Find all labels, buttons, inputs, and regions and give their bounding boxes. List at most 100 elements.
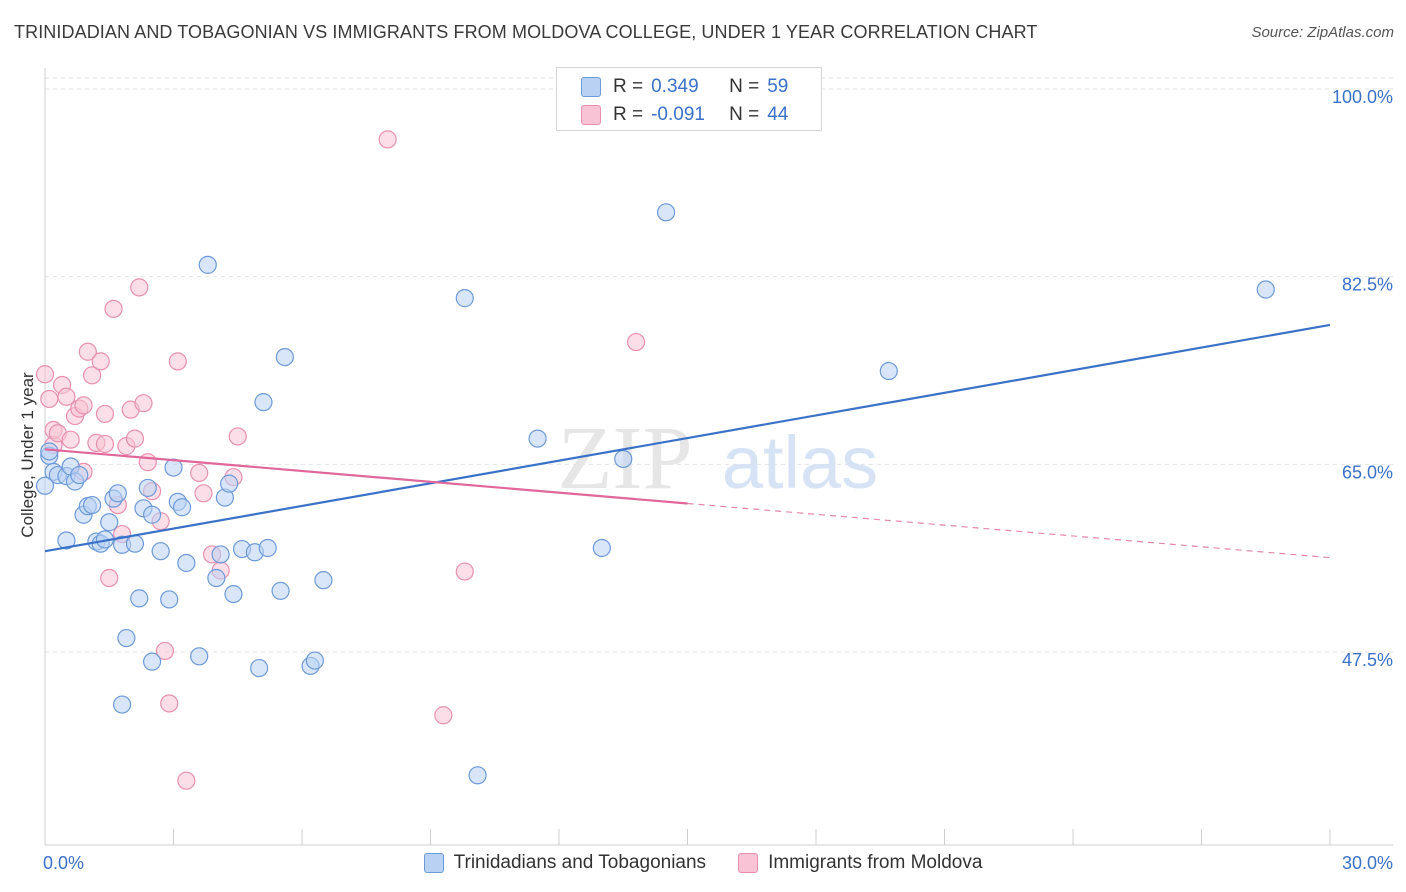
watermark: ZIP atlas — [558, 409, 879, 508]
y-tick-label: 47.5% — [1342, 650, 1393, 670]
data-point-trinidad — [142, 505, 162, 524]
data-point-trinidad — [314, 571, 333, 590]
data-point-moldova — [78, 342, 97, 361]
data-point-trinidad — [112, 695, 132, 714]
data-point-moldova — [626, 332, 646, 352]
x-tick-label: 0.0% — [43, 853, 84, 873]
axes — [44, 68, 1393, 846]
legend-n-value: 44 — [767, 104, 789, 125]
gridlines — [45, 77, 1393, 653]
legend-r-value: 0.349 — [651, 76, 699, 97]
legend-r-label: R = — [613, 104, 644, 125]
legend-r-label: R = — [613, 76, 644, 97]
data-point-trinidad — [305, 651, 324, 670]
data-point-trinidad — [130, 589, 149, 608]
legend-item-trinidad: Trinidadians and Tobagonians — [423, 852, 707, 874]
legend-swatch-blue — [581, 77, 601, 97]
data-point-moldova — [100, 568, 119, 588]
legend-row-trinidad: R = 0.349 N = 59 — [557, 73, 788, 101]
data-point-moldova — [455, 562, 474, 581]
data-point-moldova — [74, 396, 93, 415]
legend-row-moldova: R = -0.091 N = 44 — [557, 101, 788, 129]
trend-line-trinidad — [44, 323, 1331, 553]
trend-line-moldova — [44, 448, 688, 505]
data-point-trinidad — [528, 429, 547, 448]
data-point-trinidad — [151, 542, 170, 561]
legend-item-label: Immigrants from Moldova — [768, 852, 983, 873]
legend-item-moldova: Immigrants from Moldova — [738, 852, 982, 874]
legend-n-value: 59 — [767, 76, 789, 97]
x-tick-label: 30.0% — [1342, 853, 1393, 873]
data-point-trinidad — [57, 531, 76, 550]
data-point-moldova — [95, 434, 115, 454]
y-tick-labels: 100.0% 82.5% 65.0% 47.5% — [1332, 87, 1393, 670]
watermark-atlas: atlas — [722, 421, 878, 504]
data-point-trinidad — [224, 584, 243, 604]
y-tick-label: 82.5% — [1342, 275, 1393, 295]
data-point-moldova — [40, 389, 59, 409]
data-point-trinidad — [198, 255, 217, 274]
data-point-trinidad — [455, 289, 474, 308]
data-point-trinidad — [275, 347, 294, 367]
data-point-trinidad — [250, 658, 269, 678]
data-point-moldova — [35, 365, 55, 384]
legend-swatch-pink — [738, 853, 759, 873]
data-point-trinidad — [35, 476, 55, 495]
data-point-trinidad — [1256, 280, 1275, 299]
data-point-trinidad — [468, 766, 487, 785]
data-point-trinidad — [258, 538, 277, 558]
correlation-legend: R = 0.349 N = 59 R = -0.091 N = 44 — [556, 67, 822, 131]
legend-swatch-pink — [581, 105, 601, 125]
data-point-moldova — [378, 130, 397, 149]
data-point-trinidad — [160, 590, 179, 609]
data-point-trinidad — [592, 538, 611, 558]
y-tick-label: 100.0% — [1332, 87, 1393, 107]
data-point-trinidad — [614, 449, 633, 469]
data-point-trinidad — [40, 442, 59, 461]
series-moldova-points — [35, 130, 646, 790]
data-point-moldova — [160, 694, 179, 713]
chart-title: TRINIDADIAN AND TOBAGONIAN VS IMMIGRANTS… — [14, 22, 1038, 42]
data-point-trinidad — [100, 513, 119, 532]
data-point-moldova — [57, 387, 76, 406]
data-point-trinidad — [879, 361, 898, 381]
data-point-moldova — [95, 404, 115, 424]
series-legend: Trinidadians and Tobagonians Immigrants … — [0, 852, 1406, 874]
data-point-trinidad — [220, 474, 239, 493]
data-point-moldova — [177, 771, 196, 790]
trend-line-moldova-projection — [687, 502, 1331, 559]
legend-n-label: N = — [729, 104, 760, 125]
data-point-moldova — [61, 430, 80, 449]
series-trinidad-points — [35, 203, 1275, 785]
source-label: Source: ZipAtlas.com — [1251, 24, 1394, 41]
data-point-moldova — [155, 641, 175, 661]
data-point-moldova — [83, 366, 102, 385]
data-point-trinidad — [83, 495, 102, 515]
data-point-moldova — [190, 463, 209, 483]
data-point-trinidad — [172, 498, 192, 517]
data-point-trinidad — [656, 203, 676, 222]
data-point-moldova — [91, 352, 110, 371]
data-point-trinidad — [142, 652, 162, 671]
y-tick-label: 65.0% — [1342, 462, 1393, 482]
data-point-trinidad — [138, 478, 157, 498]
data-point-trinidad — [254, 393, 273, 412]
data-point-moldova — [194, 484, 213, 503]
data-point-moldova — [434, 706, 453, 725]
legend-item-label: Trinidadians and Tobagonians — [453, 852, 707, 873]
data-point-trinidad — [271, 581, 290, 600]
data-point-moldova — [130, 278, 149, 297]
data-point-trinidad — [177, 553, 196, 573]
data-point-moldova — [138, 453, 157, 472]
legend-swatch-blue — [423, 853, 444, 873]
legend-r-value: -0.091 — [651, 104, 705, 125]
data-point-moldova — [168, 352, 187, 371]
data-point-moldova — [104, 299, 123, 318]
data-point-trinidad — [125, 534, 145, 553]
data-point-trinidad — [211, 545, 230, 564]
trend-lines — [44, 323, 1331, 559]
data-point-moldova — [134, 394, 153, 413]
data-point-trinidad — [190, 647, 209, 666]
data-point-trinidad — [108, 484, 127, 503]
